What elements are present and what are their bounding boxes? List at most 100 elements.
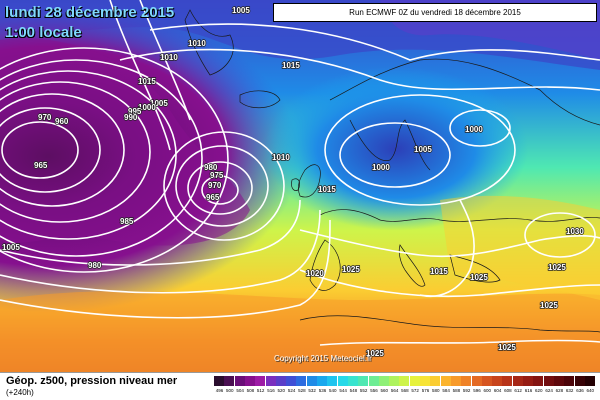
ireland-coast (291, 178, 300, 191)
pressure-label: 1025 (498, 343, 516, 352)
scale-tick-label: 496 (215, 388, 224, 393)
isobar-1010 (0, 219, 331, 319)
scale-tick-label: 580 (432, 388, 440, 393)
pressure-labels: 1005 1010 1010 1015 1015 1005 1000 995 9… (1, 5, 585, 359)
isobar-980-c (163, 131, 285, 241)
geopotential-map: 1005 1010 1010 1015 1015 1005 1000 995 9… (0, 0, 600, 372)
scale-tick-label: 572 (411, 388, 419, 393)
field-south-warm (0, 291, 600, 372)
scale-tick-label: 556 (370, 388, 378, 393)
scale-tick-label: 548 (349, 388, 358, 393)
isobar-970 (0, 93, 125, 207)
pressure-label: 1015 (282, 61, 300, 70)
greenland-coast (184, 9, 234, 76)
pressure-label: 980 (204, 163, 218, 172)
scale-tick-label: 624 (545, 388, 553, 393)
iceland-coast (239, 90, 281, 109)
scale-tick-label: 524 (287, 388, 296, 393)
scale-tick-label: 536 (318, 388, 327, 393)
scale-tick-label: 636 (576, 388, 584, 393)
isobar-975-c (175, 145, 269, 227)
pressure-label: 980 (88, 261, 102, 270)
pressure-label: 1005 (232, 6, 250, 15)
scale-tick-label: 504 (236, 388, 244, 393)
pressure-label: 1005 (2, 243, 20, 252)
scale-tick-label: 620 (535, 388, 543, 393)
scale-tick-label: 560 (380, 388, 389, 393)
isobar-1015-n (149, 23, 600, 61)
isobar-965 (0, 107, 101, 193)
pressure-label: 985 (120, 217, 134, 226)
italy-coast (398, 244, 426, 287)
scale-tick-label: 616 (524, 388, 533, 393)
pressure-label: 970 (208, 181, 222, 190)
field-east-yellow (440, 195, 600, 300)
scale-tick-label: 568 (401, 388, 409, 393)
scale-tick-label: 512 (256, 388, 265, 393)
scale-tick-label: 596 (473, 388, 481, 393)
iberia-coast (309, 239, 341, 291)
pressure-label: 1025 (342, 265, 360, 274)
coastlines (184, 9, 600, 333)
pressure-label: 1010 (272, 153, 290, 162)
pressure-label: 1000 (465, 125, 483, 134)
pressure-label: 1025 (540, 301, 558, 310)
scale-tick-label: 588 (452, 388, 461, 393)
pressure-label: 1015 (430, 267, 448, 276)
legend-bar: Géop. z500, pression niveau mer (+240h) … (0, 372, 600, 400)
color-scale: 496 500 504 508 512 516 520 524 528 532 536 540 544 5… (214, 376, 598, 398)
map-svg: 1005 1010 1010 1015 1015 1005 1000 995 9… (0, 0, 600, 372)
isobar-960 (1, 121, 79, 179)
pressure-label: 995 (128, 107, 142, 116)
isobar-1020 (299, 229, 600, 258)
isobar-1000 (0, 199, 301, 266)
scale-tick-label: 576 (421, 388, 430, 393)
scale-tick-label: 552 (359, 388, 368, 393)
scale-tick-label: 532 (308, 388, 316, 393)
scandinavia-north-coast (329, 58, 600, 126)
africa-coast (299, 315, 600, 333)
isobar-1010-n (119, 48, 600, 91)
pressure-label: 1030 (566, 227, 584, 236)
pressure-label: 1020 (306, 269, 324, 278)
isobar-front-b (139, 0, 191, 121)
isobar-1005 (0, 209, 321, 294)
scale-tick-label: 632 (565, 388, 574, 393)
scale-tick-label: 564 (390, 388, 399, 393)
forecast-date-title: lundi 28 décembre 2015 (5, 4, 175, 21)
pressure-label: 1010 (188, 39, 206, 48)
scale-tick-label: 628 (555, 388, 564, 393)
scale-tick-label: 612 (514, 388, 522, 393)
scale-tick-label: 592 (462, 388, 471, 393)
scale-tick-label: 508 (246, 388, 255, 393)
isobar-1005-scan (324, 94, 516, 206)
isobar-1000-e (449, 109, 511, 147)
model-run-label: Run ECMWF 0Z du vendredi 18 décembre 201… (273, 3, 597, 22)
scale-tick-label: 608 (504, 388, 512, 393)
pressure-label: 965 (206, 193, 220, 202)
pressure-label: 970 (38, 113, 52, 122)
isobar-980 (0, 70, 177, 240)
scale-tick-label: 540 (329, 388, 337, 393)
pressure-label: 1025 (366, 349, 384, 358)
pressure-label: 1025 (548, 263, 566, 272)
scale-tick-label: 584 (442, 388, 450, 393)
pressure-label: 1000 (372, 163, 390, 172)
isobar-1015-it (419, 199, 475, 297)
pressure-label: 1005 (414, 145, 432, 154)
pressure-label: 1010 (160, 53, 178, 62)
isobar-975 (0, 81, 151, 223)
legend-title: Géop. z500, pression niveau mer (6, 375, 178, 387)
scale-tick-label: 520 (277, 388, 286, 393)
scale-tick-label: 640 (586, 388, 595, 393)
isobars (0, 0, 600, 345)
pressure-label: 1000 (138, 103, 156, 112)
pressure-label: 1015 (138, 77, 156, 86)
pressure-label: 1015 (318, 185, 336, 194)
british-isles-coast (298, 164, 321, 198)
isobar-965-c (201, 175, 239, 205)
forecast-lead-time: (+240h) (6, 388, 34, 397)
scandinavia-coast (349, 119, 431, 171)
scale-tick-label: 528 (298, 388, 306, 393)
